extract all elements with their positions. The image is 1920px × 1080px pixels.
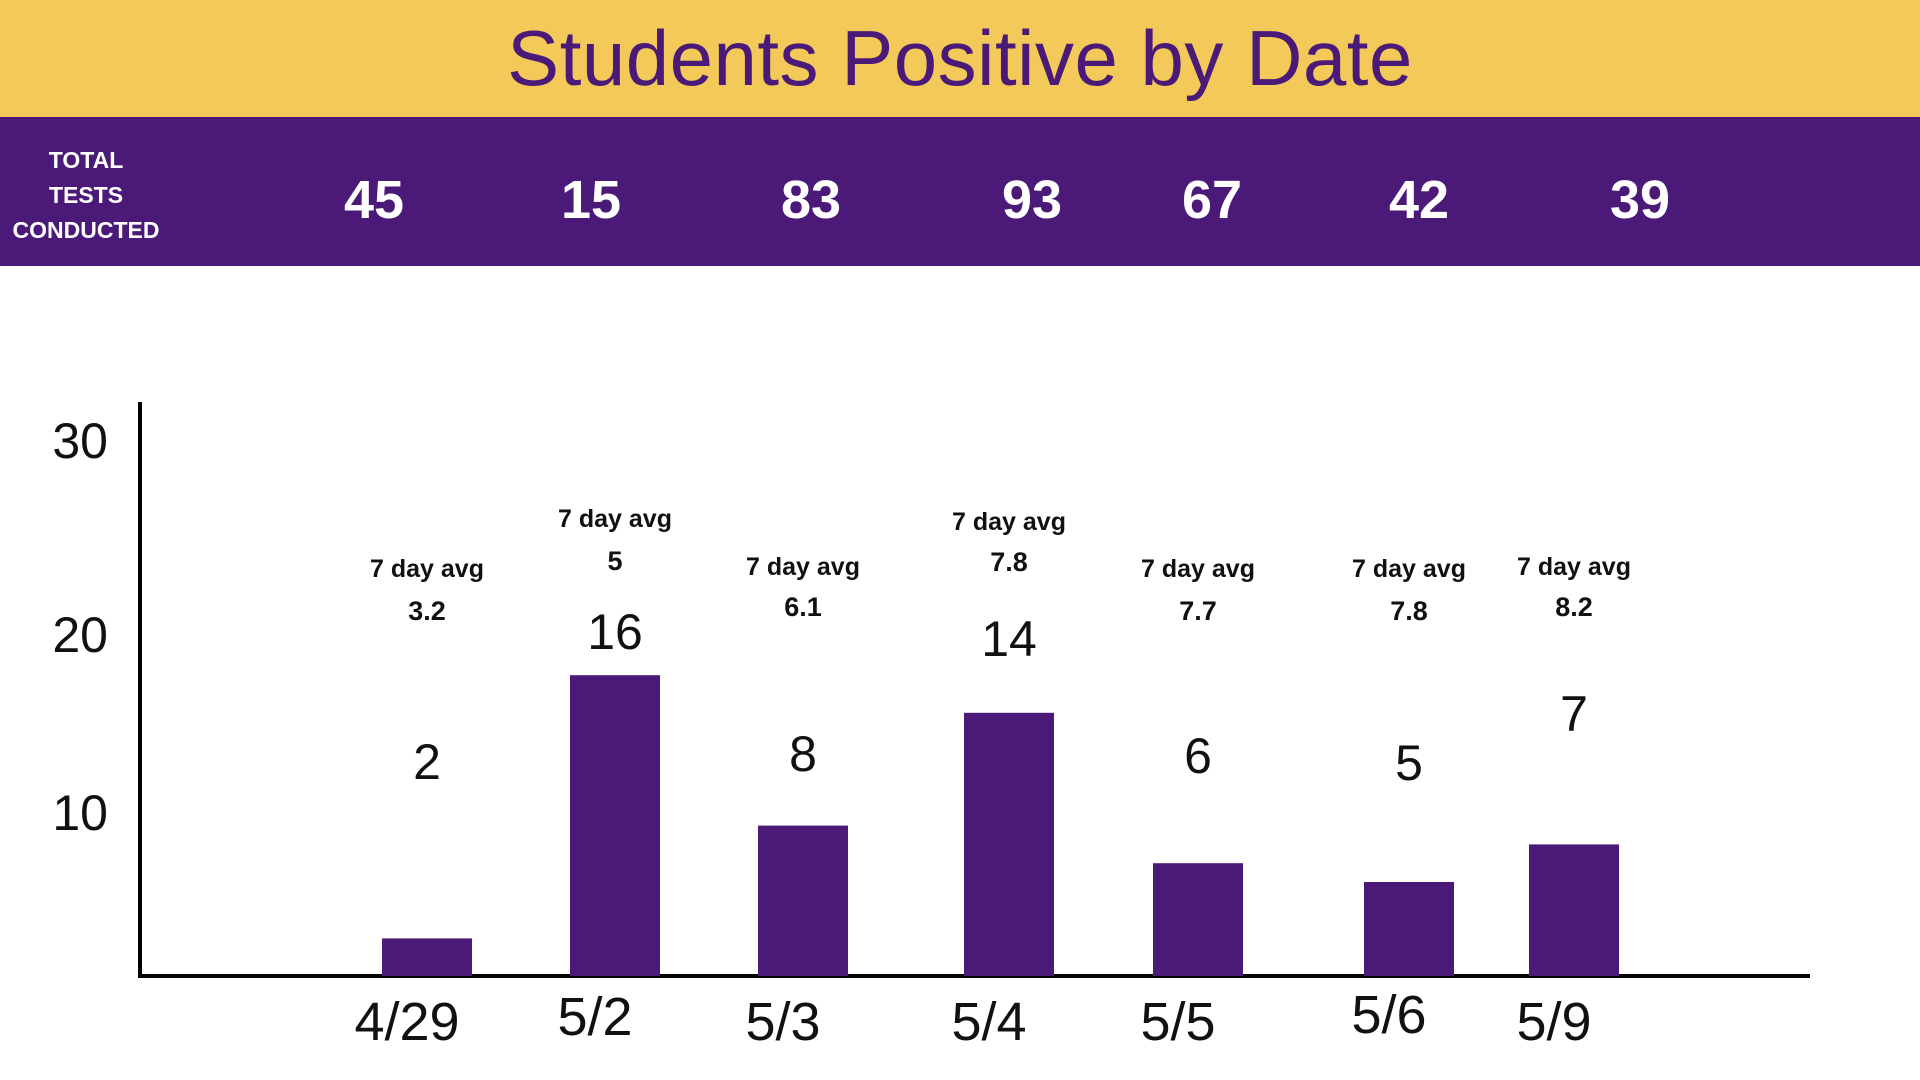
tests-count-5-3: 83 — [780, 170, 842, 230]
data-label: 6 — [1184, 728, 1212, 784]
x-tick-label: 5/4 — [951, 992, 1026, 1052]
seven-day-avg-title: 7 day avg — [1517, 553, 1631, 581]
bar-4-29 — [382, 938, 472, 976]
tests-count-5-6: 42 — [1388, 170, 1450, 230]
x-tick-label: 5/5 — [1140, 992, 1215, 1052]
data-label: 14 — [981, 611, 1037, 667]
y-tick-label: 20 — [52, 607, 108, 663]
tests-count-4-29: 45 — [343, 170, 405, 230]
tests-label-line: CONDUCTED — [12, 217, 160, 243]
seven-day-avg-title: 7 day avg — [1141, 555, 1255, 583]
bar-5-4 — [964, 712, 1054, 976]
seven-day-avg-value: 3.2 — [408, 596, 446, 626]
y-tick-label: 30 — [52, 413, 108, 469]
tests-label-line: TESTS — [48, 182, 124, 208]
bar-5-2 — [570, 675, 660, 976]
seven-day-avg-value: 6.1 — [784, 592, 822, 622]
y-tick-label: 10 — [52, 785, 108, 841]
x-tick-label: 5/6 — [1351, 985, 1426, 1045]
seven-day-avg-value: 7.8 — [1390, 596, 1428, 626]
tests-count-5-9: 39 — [1609, 170, 1671, 230]
data-label: 7 — [1560, 686, 1588, 742]
data-label: 5 — [1395, 735, 1423, 791]
x-tick-label: 5/3 — [745, 992, 820, 1052]
x-tick-label: 5/9 — [1516, 992, 1591, 1052]
seven-day-avg-title: 7 day avg — [952, 508, 1066, 536]
data-label: 8 — [789, 726, 817, 782]
seven-day-avg-value: 8.2 — [1555, 592, 1593, 622]
seven-day-avg-title: 7 day avg — [370, 555, 484, 583]
seven-day-avg-value: 5 — [607, 546, 622, 576]
tests-label-line: TOTAL — [48, 147, 124, 173]
tests-count-5-2: 15 — [560, 170, 622, 230]
bar-5-9 — [1529, 844, 1619, 976]
tests-conducted-label: TOTAL TESTS CONDUCTED — [0, 143, 172, 248]
seven-day-avg-value: 7.8 — [990, 547, 1028, 577]
tests-count-5-4: 93 — [1001, 170, 1063, 230]
x-tick-label: 4/29 — [354, 992, 459, 1052]
data-label: 2 — [413, 734, 441, 790]
x-tick-label: 5/2 — [557, 987, 632, 1047]
chart-title: Students Positive by Date — [507, 14, 1413, 102]
bar-5-6 — [1364, 882, 1454, 976]
bar-5-3 — [758, 825, 848, 976]
seven-day-avg-title: 7 day avg — [746, 553, 860, 581]
tests-conducted-band: TOTAL TESTS CONDUCTED 45 15 83 93 67 42 … — [0, 117, 1920, 266]
seven-day-avg-value: 7.7 — [1179, 596, 1217, 626]
title-band: Students Positive by Date — [0, 0, 1920, 117]
bar-5-5 — [1153, 863, 1243, 976]
seven-day-avg-title: 7 day avg — [1352, 555, 1466, 583]
data-label: 16 — [587, 604, 643, 660]
seven-day-avg-title: 7 day avg — [558, 505, 672, 533]
tests-count-5-5: 67 — [1181, 170, 1243, 230]
